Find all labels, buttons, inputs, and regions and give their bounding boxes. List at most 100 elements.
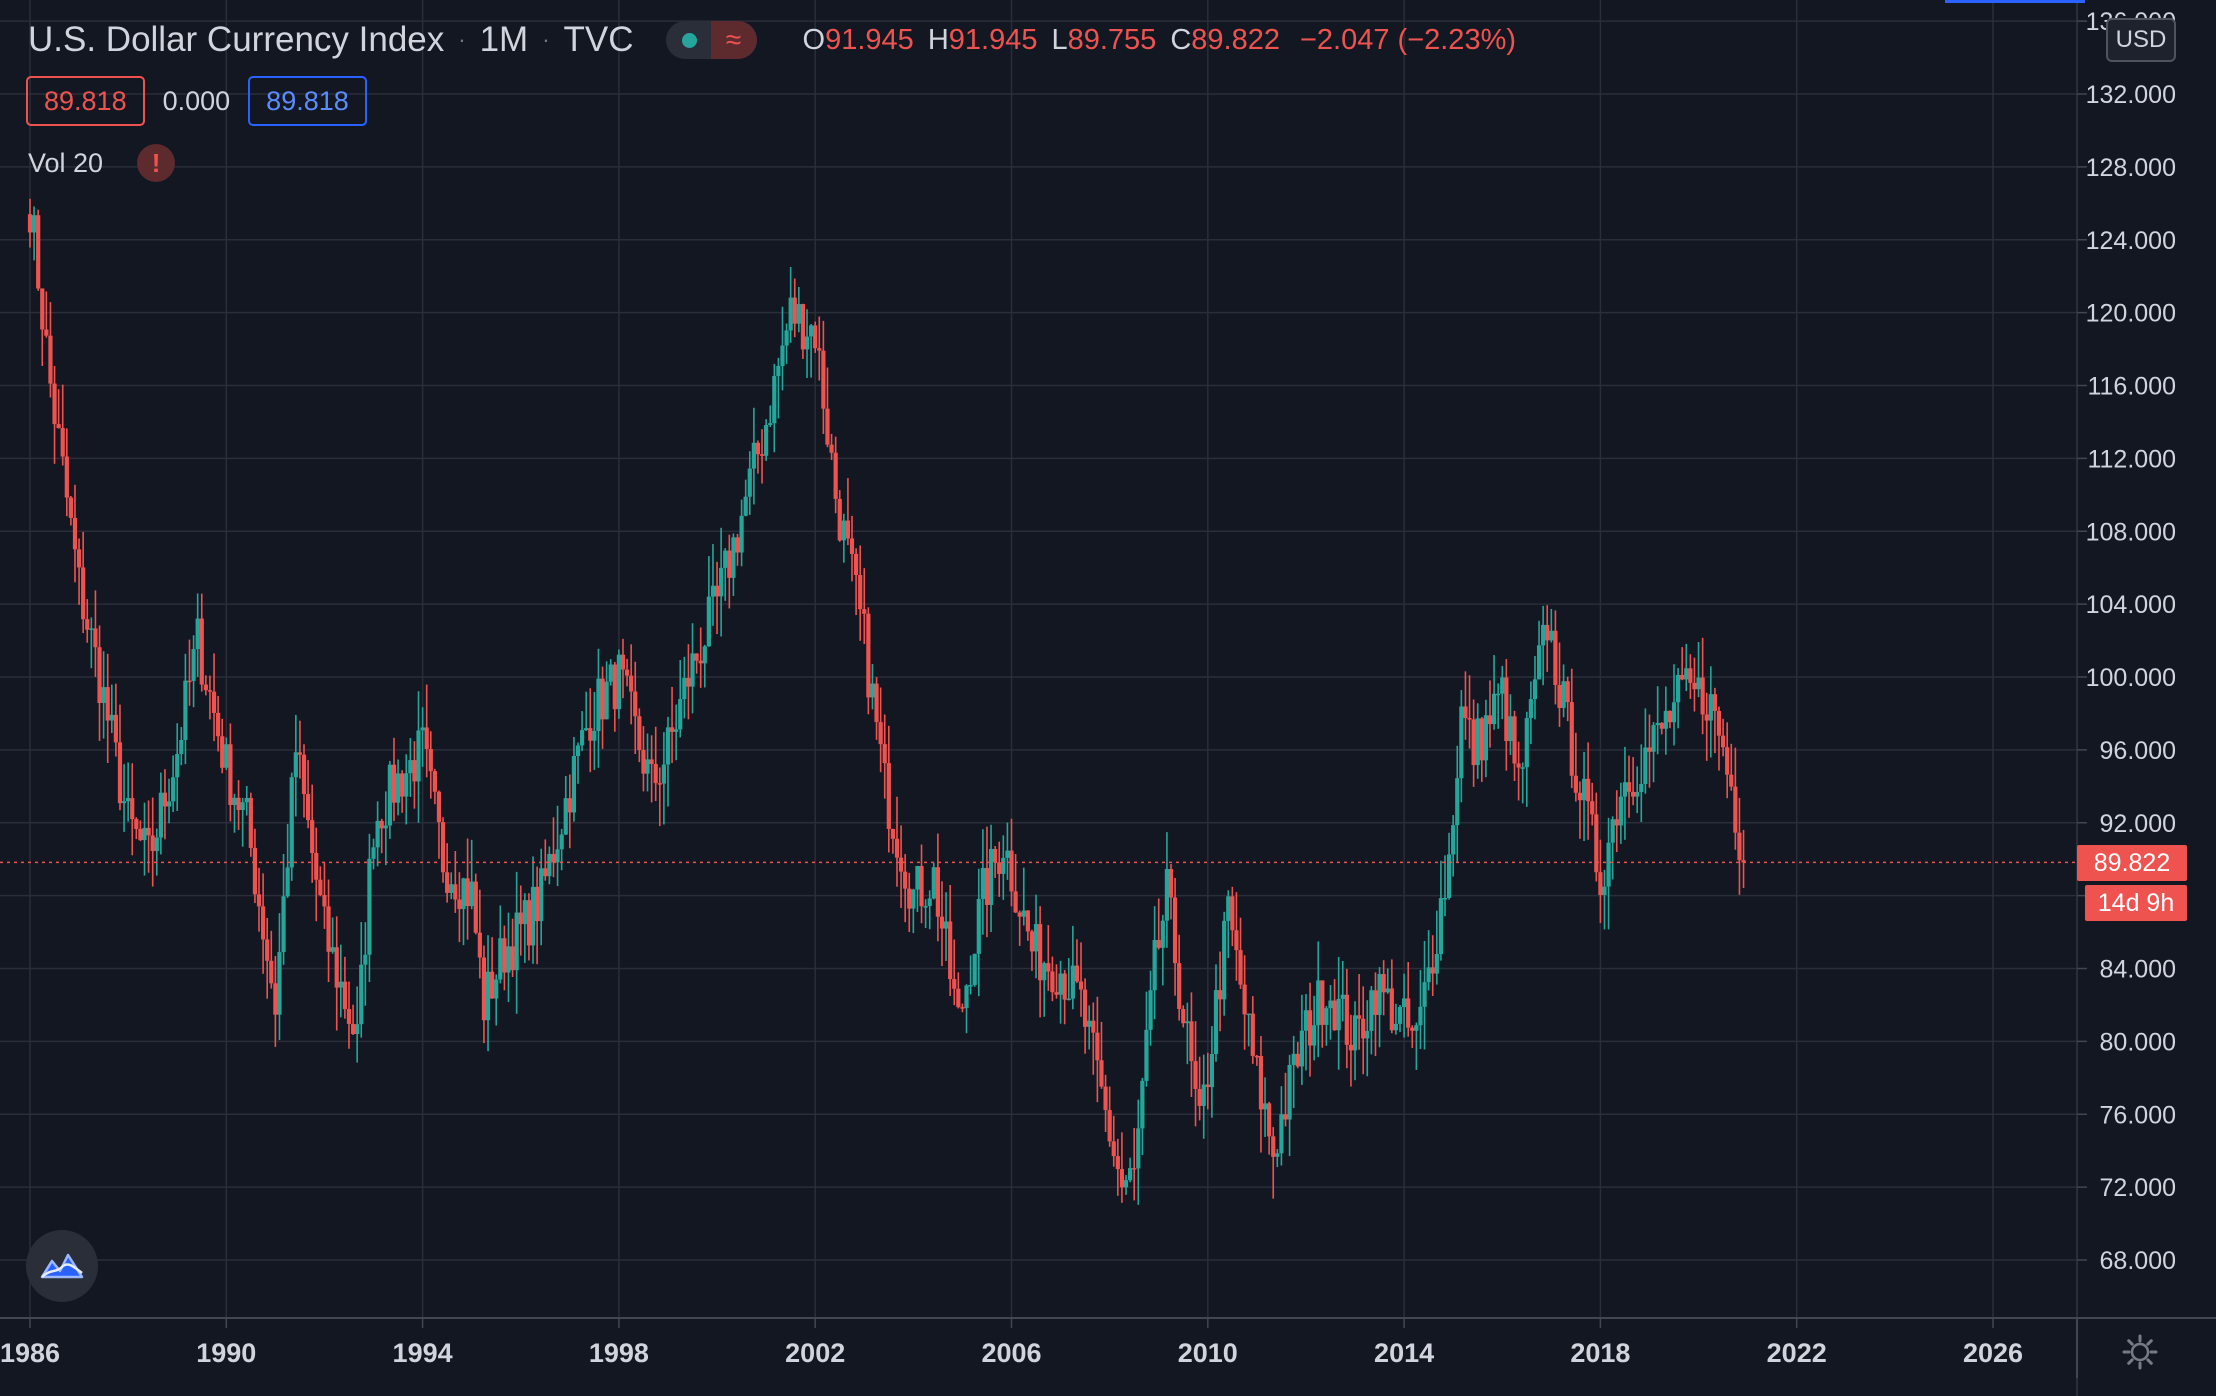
candle-body [281,896,286,953]
bar-countdown-label: 14d 9h [2085,885,2187,921]
price-tick-label: 80.000 [2100,1028,2176,1056]
candle-body [1340,994,1345,999]
candle-body [1606,842,1611,887]
candle-body [555,849,560,863]
candle-body [796,304,801,324]
time-tick-label: 1986 [0,1338,60,1368]
candle-body [665,727,671,765]
candle-body [596,678,601,731]
candle-body [702,646,707,664]
candle-body [768,423,773,426]
candle-body [1712,694,1718,711]
tradingview-logo-icon[interactable] [26,1230,98,1302]
candle-body [1545,624,1550,641]
low-label: L [1051,23,1068,56]
interval-label[interactable]: 1M [479,20,529,59]
market-open-dot-icon [681,32,697,48]
candle-body [314,853,319,880]
candle-body [1414,1025,1419,1031]
candle-body [1512,716,1517,764]
candle-body [1708,694,1713,721]
gear-icon[interactable] [2122,1334,2158,1370]
candle-body [669,727,675,732]
symbol-name[interactable]: U.S. Dollar Currency Index [28,20,445,59]
symbol-legend[interactable]: U.S. Dollar Currency Index · 1M · TVC ≈ … [28,14,1516,66]
candle-body [604,681,609,720]
candle-body [1299,1030,1304,1067]
candle-body [1475,718,1480,766]
candle-body [1140,1080,1145,1129]
candle-body [89,628,94,630]
candle-body [1393,1023,1399,1031]
candle-body [866,613,871,698]
candle-body [485,971,491,1021]
candle-body [400,773,405,797]
candle-body [1230,896,1235,931]
candle-body [1581,778,1587,801]
candle-body [1663,710,1668,729]
warning-icon[interactable]: ! [137,144,176,182]
candle-body [101,687,106,704]
candle-body [436,791,442,823]
candle-body [150,835,155,852]
candle-body [694,653,699,661]
candle-body [825,408,830,445]
candle-body [1152,940,1157,991]
candle-body [1430,967,1435,974]
candlestick-series [27,198,1746,1205]
candle-body [445,872,450,893]
time-axis[interactable]: 1986 1990 1994 1998 2002 2006 2010 2014 2018 2022… [0,1318,2023,1368]
candle-body [649,759,654,765]
candle-body [113,714,118,743]
currency-button[interactable]: USD [2106,18,2176,62]
candle-body [1275,1153,1280,1157]
candle-body [391,764,397,803]
price-axis[interactable]: 68.00072.00076.00080.00084.00088.00092.0… [2077,8,2176,1275]
volume-indicator-row[interactable]: Vol 20 ! [28,142,176,184]
candle-body [1234,930,1239,951]
ask-price-box[interactable]: 89.818 [248,76,367,126]
candle-body [968,984,973,987]
candle-body [1193,1061,1198,1089]
candle-body [1626,782,1632,792]
logo-mark-icon [40,1253,84,1279]
candle-body [1377,974,1382,1015]
ohlc-values: O91.945 H91.945 L89.755 C89.822 −2.047 (… [803,24,1516,57]
candle-body [64,456,69,498]
candle-body [1099,1060,1104,1087]
candle-body [1258,1056,1264,1110]
candle-body [915,865,920,890]
candle-body [948,921,953,980]
candle-body [72,517,78,550]
candle-body [1426,967,1431,983]
last-price-label: 89.822 [2077,845,2187,881]
candle-body [1532,679,1538,700]
candle-body [277,952,282,1015]
candle-body [1361,1018,1366,1039]
candle-body [216,712,221,737]
candle-body [48,335,53,384]
candle-body [1680,674,1685,680]
candle-body [109,714,114,721]
candle-body [1618,796,1623,826]
close-label: C [1170,23,1192,56]
exchange-label[interactable]: TVC [563,20,634,59]
candle-body [1312,1025,1317,1046]
candle-body [1467,718,1472,720]
candle-body [870,683,875,698]
candle-body [293,752,298,778]
candle-body [146,827,151,836]
candle-body [154,837,159,852]
candle-body [833,452,838,499]
candle-body [984,867,990,905]
candle-body [1524,718,1529,768]
data-delay-wave-icon[interactable]: ≈ [710,21,757,59]
candle-body [882,744,887,764]
volume-indicator-label[interactable]: Vol 20 [28,147,104,178]
market-status-pill[interactable]: ≈ [665,21,757,59]
candle-body [980,867,985,899]
candle-body [1185,1021,1190,1024]
bid-price-box[interactable]: 89.818 [26,76,145,126]
candle-body [363,954,368,965]
